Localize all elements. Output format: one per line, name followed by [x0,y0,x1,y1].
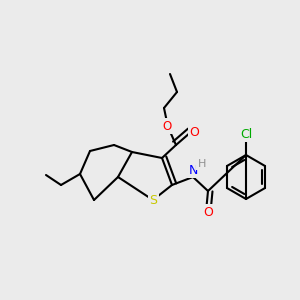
Text: N: N [188,164,198,176]
Text: H: H [198,159,206,169]
Text: S: S [149,194,157,206]
Text: O: O [162,119,172,133]
Text: Cl: Cl [240,128,252,140]
Text: O: O [189,125,199,139]
Text: O: O [203,206,213,218]
